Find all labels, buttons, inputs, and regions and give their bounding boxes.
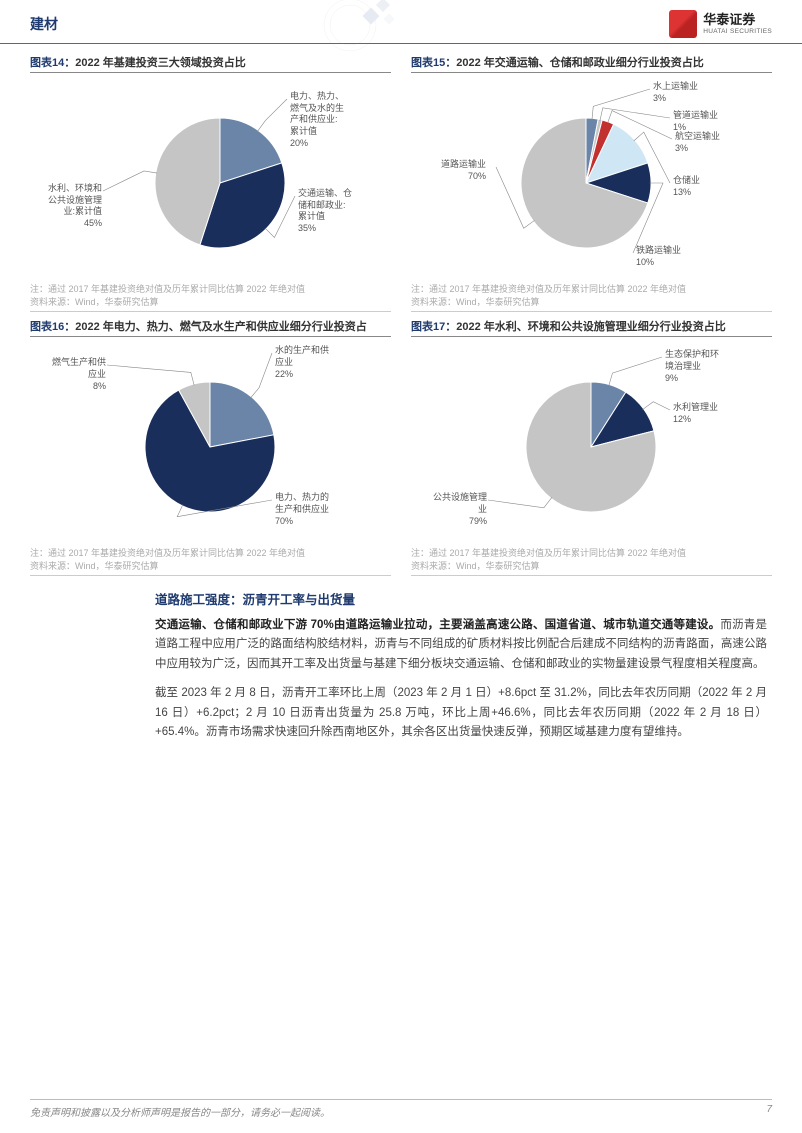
chart-17: 图表17：2022 年水利、环境和公共设施管理业细分行业投资占比生态保护和环境治… [411,316,772,576]
slice-label: 水上运输业3% [653,81,698,104]
chart-footnote: 注：通过 2017 年基建投资绝对值及历年累计同比估算 2022 年绝对值资料来… [411,547,772,576]
slice-label: 铁路运输业10% [636,245,681,268]
slice-label: 水利、环境和公共设施管理业:累计值45% [48,183,102,230]
chart-title: 图表16：2022 年电力、热力、燃气及水生产和供应业细分行业投资占 [30,316,391,337]
page-header: 建材 华泰证券 HUATAI SECURITIES [0,0,802,44]
chart-title: 图表17：2022 年水利、环境和公共设施管理业细分行业投资占比 [411,316,772,337]
chart-16: 图表16：2022 年电力、热力、燃气及水生产和供应业细分行业投资占水的生产和供… [30,316,391,576]
brand-logo: 华泰证券 HUATAI SECURITIES [669,10,772,38]
slice-label: 仓储业13% [673,175,700,198]
chart-title: 图表14：2022 年基建投资三大领域投资占比 [30,52,391,73]
footer-disclaimer: 免责声明和披露以及分析师声明是报告的一部分，请务必一起阅读。 [30,1104,330,1119]
chart-15: 图表15：2022 年交通运输、仓储和邮政业细分行业投资占比水上运输业3% 管道运… [411,52,772,312]
pie-chart: 水的生产和供应业22% 电力、热力的生产和供应业70% 燃气生产和供应业8% [30,337,391,547]
paragraph-2: 截至 2023 年 2 月 8 日，沥青开工率环比上周（2023 年 2 月 1… [155,684,767,743]
slice-label: 电力、热力、燃气及水的生产和供应业:累计值20% [290,91,344,149]
pie-chart: 水上运输业3% 管道运输业1%航空运输业3% 仓储业13% 铁路运输业10% 道路运输业… [411,73,772,283]
slice-label: 生态保护和环境治理业9% [665,349,719,384]
page-footer: 免责声明和披露以及分析师声明是报告的一部分，请务必一起阅读。 7 [30,1099,772,1119]
chart-14: 图表14：2022 年基建投资三大领域投资占比电力、热力、燃气及水的生产和供应业… [30,52,391,312]
slice-label: 燃气生产和供应业8% [52,357,106,392]
slice-label: 航空运输业3% [675,131,720,154]
pie-chart: 生态保护和环境治理业9% 水利管理业12% 公共设施管理业79% [411,337,772,547]
doc-category: 建材 [30,14,58,34]
logo-name-en: HUATAI SECURITIES [703,28,772,35]
slice-label: 公共设施管理业79% [433,492,487,527]
footer-page-number: 7 [766,1104,772,1119]
slice-label: 交通运输、仓储和邮政业:累计值35% [298,188,352,235]
logo-name-cn: 华泰证券 [703,13,772,27]
body-text-section: 道路施工强度：沥青开工率与出货量 交通运输、仓储和邮政业下游 70%由道路运输业… [0,580,802,743]
charts-grid: 图表14：2022 年基建投资三大领域投资占比电力、热力、燃气及水的生产和供应业… [0,44,802,580]
pie-chart: 电力、热力、燃气及水的生产和供应业:累计值20% 交通运输、仓储和邮政业:累计值3… [30,73,391,283]
slice-label: 管道运输业1% [673,110,718,133]
paragraph-1: 交通运输、仓储和邮政业下游 70%由道路运输业拉动，主要涵盖高速公路、国道省道、… [155,616,767,675]
slice-label: 水利管理业12% [673,402,718,425]
chart-footnote: 注：通过 2017 年基建投资绝对值及历年累计同比估算 2022 年绝对值资料来… [30,283,391,312]
slice-label: 水的生产和供应业22% [275,345,329,380]
section-heading: 道路施工强度：沥青开工率与出货量 [155,590,767,611]
logo-mark-icon [669,10,697,38]
chart-footnote: 注：通过 2017 年基建投资绝对值及历年累计同比估算 2022 年绝对值资料来… [411,283,772,312]
p1-bold: 交通运输、仓储和邮政业下游 70%由道路运输业拉动，主要涵盖高速公路、国道省道、… [155,619,720,631]
chart-title: 图表15：2022 年交通运输、仓储和邮政业细分行业投资占比 [411,52,772,73]
chart-footnote: 注：通过 2017 年基建投资绝对值及历年累计同比估算 2022 年绝对值资料来… [30,547,391,576]
slice-label: 电力、热力的生产和供应业70% [275,492,329,527]
slice-label: 道路运输业70% [441,159,486,182]
